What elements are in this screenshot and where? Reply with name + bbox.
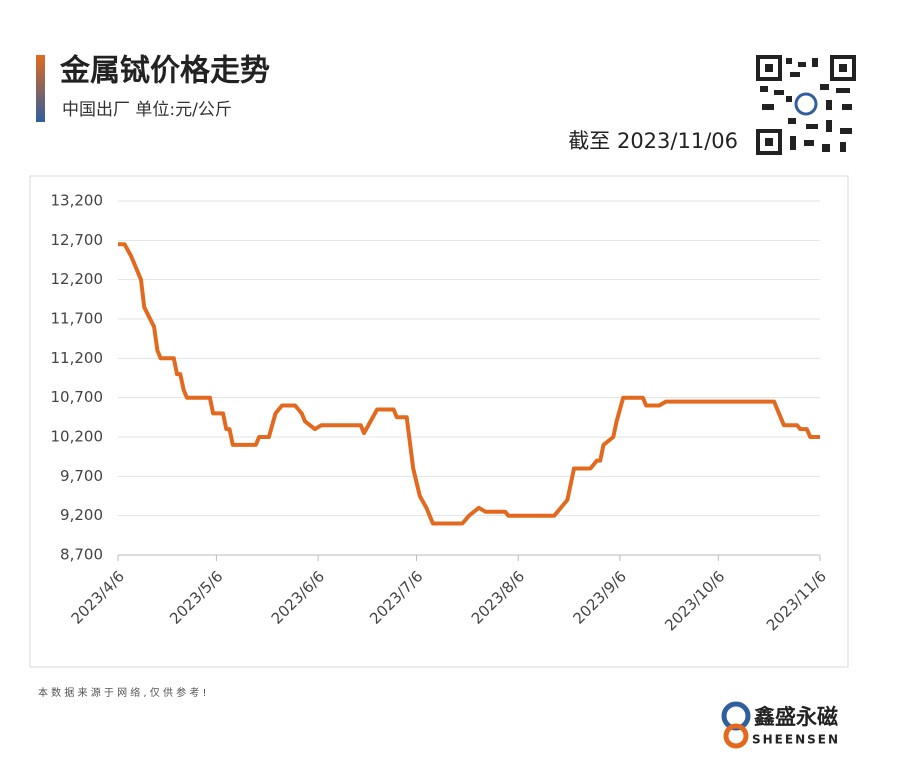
brand-name: 鑫盛永磁: [753, 705, 838, 729]
subtitle: 中国出厂 单位:元/公斤: [62, 100, 232, 120]
plot-frame: [29, 175, 849, 668]
accent-bar: [36, 55, 45, 122]
y-tick-label: 11,700: [51, 310, 104, 328]
title: 金属铽价格走势: [59, 54, 270, 89]
y-tick-label: 10,200: [51, 428, 104, 446]
y-tick-label: 12,200: [51, 270, 104, 288]
qr-code: [756, 55, 856, 155]
y-tick-label: 13,200: [51, 192, 104, 210]
y-tick-label: 11,200: [51, 349, 104, 367]
y-tick-label: 12,700: [51, 231, 104, 249]
y-tick-label: 9,700: [60, 467, 103, 485]
y-tick-label: 8,700: [60, 546, 103, 564]
source-note: 本 数 据 来 源 于 网 络 , 仅 供 参 考 !: [38, 686, 207, 699]
price-line: [118, 242, 820, 526]
brand-logo: [721, 701, 751, 749]
y-tick-label: 10,700: [51, 388, 104, 406]
as-of-date: 截至 2023/11/06: [568, 129, 738, 153]
brand-name-en: SHEENSEN: [752, 733, 840, 747]
y-tick-label: 9,200: [60, 506, 103, 524]
